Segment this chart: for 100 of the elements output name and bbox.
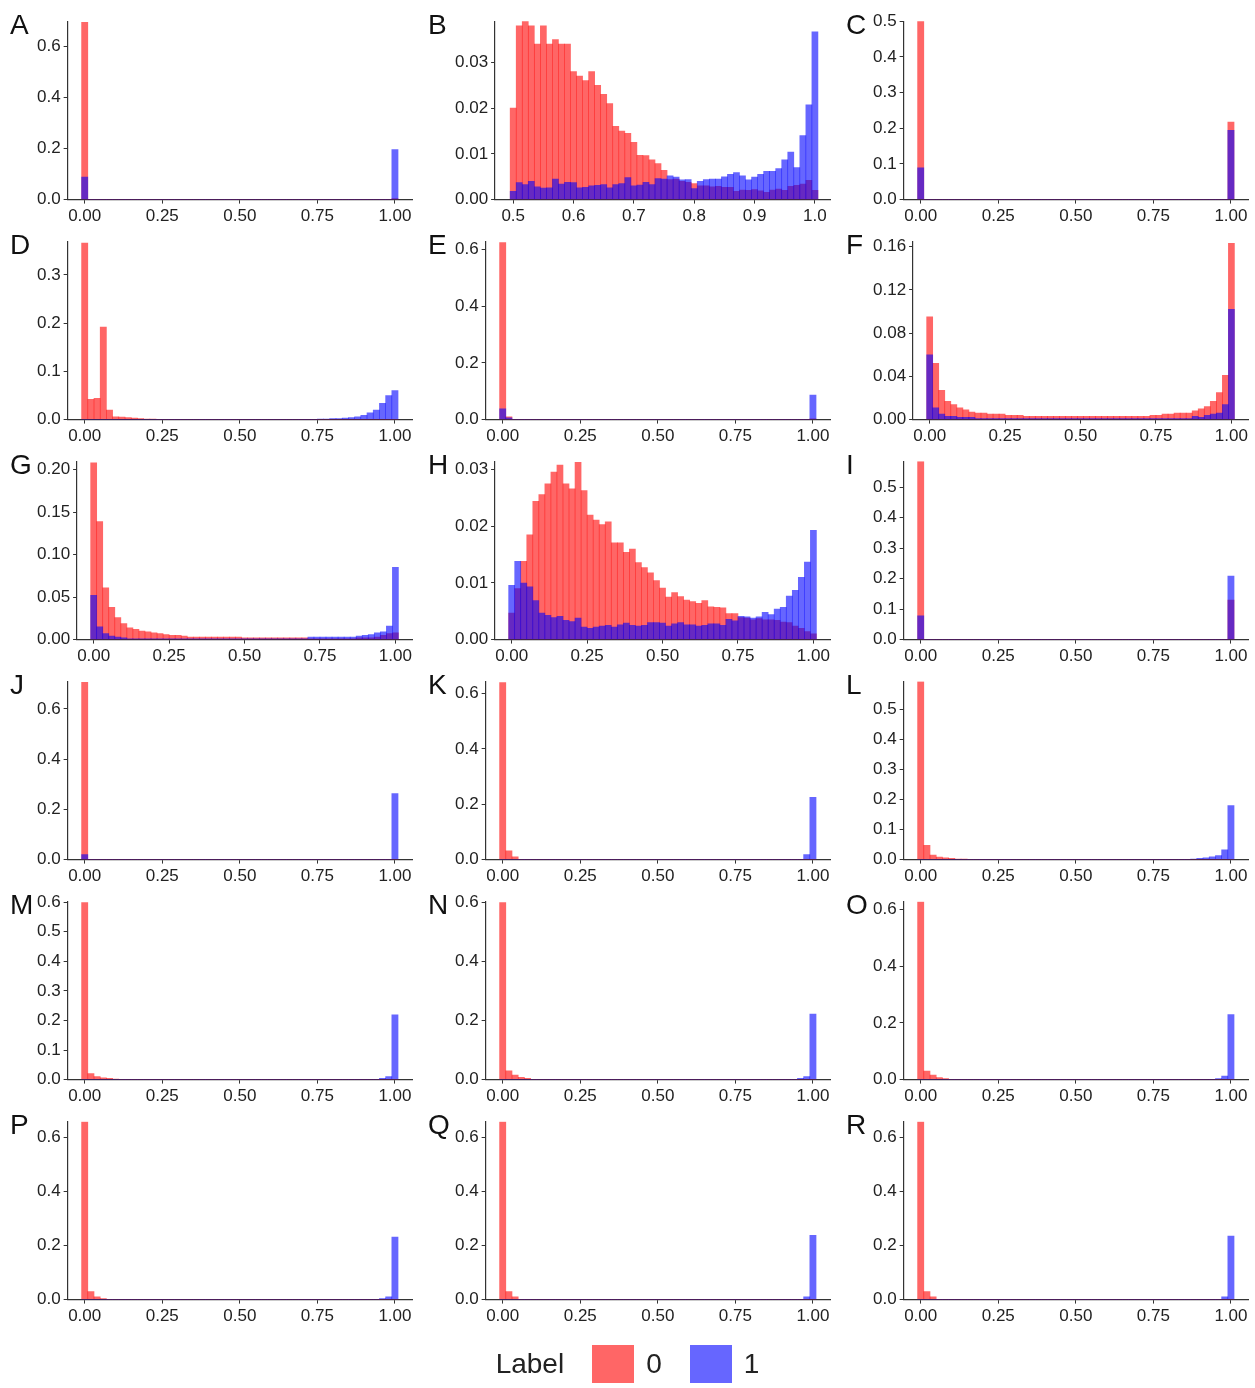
y-tick-label: 0.6 [36,1127,61,1147]
y-tick-label: 0.2 [36,138,61,158]
x-tick-label: 0.9 [742,206,767,226]
x-tick-label: 0.00 [904,646,938,666]
y-tick-label: 0.0 [872,189,897,209]
y-tick-label: 0.20 [36,459,71,479]
x-tick-label: 0.50 [646,646,680,666]
chart-title: G [10,448,32,480]
x-tick-label: 0.50 [223,1086,257,1106]
x-tick-label: 0.8 [682,206,707,226]
y-tick-label: 0.6 [454,239,479,259]
x-tick-label: 0.25 [145,1086,179,1106]
y-tick-label: 0.4 [36,1181,61,1201]
y-tick-label: 0.2 [454,1010,479,1030]
chart-title: O [846,888,868,920]
x-tick-label: 0.75 [300,866,334,886]
x-tick-label: 0.75 [1136,206,1170,226]
x-tick-label: 1.00 [1214,206,1248,226]
x-tick-label: 1.00 [796,866,830,886]
y-tick-label: 0.4 [872,46,897,66]
y-tick-label: 0.6 [36,698,61,718]
y-tick-label: 0.1 [36,1039,61,1059]
legend-title: Label [495,1348,565,1380]
y-tick-label: 0.0 [872,1289,897,1309]
x-tick-label: 0.75 [1139,426,1173,446]
x-tick-label: 0.75 [718,1306,752,1326]
y-tick-label: 0.6 [454,1127,479,1147]
x-tick-label: 0.50 [223,866,257,886]
chart-title: F [846,228,864,260]
y-tick-label: 0.3 [36,264,61,284]
y-tick-label: 0.2 [872,1012,897,1032]
chart-title: B [428,8,447,40]
x-tick-label: 0.00 [486,866,520,886]
y-tick-label: 0.4 [454,296,479,316]
y-tick-label: 0.5 [872,10,897,30]
y-tick-label: 0.02 [454,516,489,536]
y-tick-label: 0.1 [872,819,897,839]
x-tick-label: 0.50 [641,866,675,886]
x-tick-label: 0.75 [718,866,752,886]
x-tick-label: 0.75 [1136,1086,1170,1106]
x-tick-label: 0.75 [1136,1306,1170,1326]
x-tick-label: 0.25 [563,426,597,446]
y-tick-label: 0.4 [454,738,479,758]
x-tick-label: 1.00 [1214,646,1248,666]
y-tick-label: 0.4 [872,729,897,749]
x-tick-label: 1.00 [378,206,412,226]
y-tick-label: 0.4 [454,951,479,971]
x-tick-label: 0.25 [981,1086,1015,1106]
y-tick-label: 0.6 [36,36,61,56]
y-tick-label: 0.0 [36,1289,61,1309]
y-tick-label: 0.6 [454,892,479,912]
x-tick-label: 1.00 [796,1306,830,1326]
x-tick-label: 0.7 [622,206,646,226]
x-tick-label: 0.25 [563,1086,597,1106]
x-tick-label: 1.00 [378,426,412,446]
x-tick-label: 0.75 [1136,866,1170,886]
y-tick-label: 0.4 [36,950,61,970]
x-tick-label: 0.50 [1064,426,1098,446]
y-tick-label: 0.3 [872,759,897,779]
x-tick-label: 1.00 [1214,1086,1248,1106]
y-tick-label: 0.0 [454,1069,479,1089]
chart-title: M [10,888,34,920]
y-tick-label: 0.1 [36,361,61,381]
y-tick-label: 0.6 [36,891,61,911]
chart-title: H [428,448,449,480]
y-tick-label: 0.00 [454,189,489,209]
y-tick-label: 0.2 [872,568,897,588]
y-tick-label: 0.6 [872,1127,897,1147]
y-tick-label: 0.0 [36,409,61,429]
chart-title: J [10,668,24,700]
chart-title: N [428,888,449,920]
y-tick-label: 0.2 [36,1010,61,1030]
y-tick-label: 0.5 [872,476,897,496]
y-tick-label: 0.4 [872,956,897,976]
x-tick-label: 0.75 [300,1086,334,1106]
x-tick-label: 0.00 [486,426,520,446]
x-tick-label: 0.75 [718,426,752,446]
y-tick-label: 0.08 [872,322,907,342]
y-tick-label: 0.16 [872,236,907,256]
x-tick-label: 1.00 [796,1086,830,1106]
x-tick-label: 0.00 [68,866,102,886]
y-tick-label: 0.0 [36,849,61,869]
chart-title: D [10,228,31,260]
x-tick-label: 1.00 [378,866,412,886]
x-tick-label: 0.50 [641,1306,675,1326]
x-tick-label: 0.00 [495,646,529,666]
y-tick-label: 0.0 [872,1069,897,1089]
y-tick-label: 0.0 [36,1069,61,1089]
x-tick-label: 0.50 [1059,646,1093,666]
y-tick-label: 0.0 [454,409,479,429]
y-tick-label: 0.4 [36,87,61,107]
x-tick-label: 0.50 [641,426,675,446]
y-tick-label: 0.5 [872,699,897,719]
x-tick-label: 0.25 [145,206,179,226]
y-tick-label: 0.6 [872,899,897,919]
x-tick-label: 1.00 [796,646,830,666]
x-tick-label: 0.75 [718,1086,752,1106]
y-tick-label: 0.4 [872,1181,897,1201]
y-tick-label: 0.00 [454,629,489,649]
x-tick-label: 0.00 [68,426,102,446]
